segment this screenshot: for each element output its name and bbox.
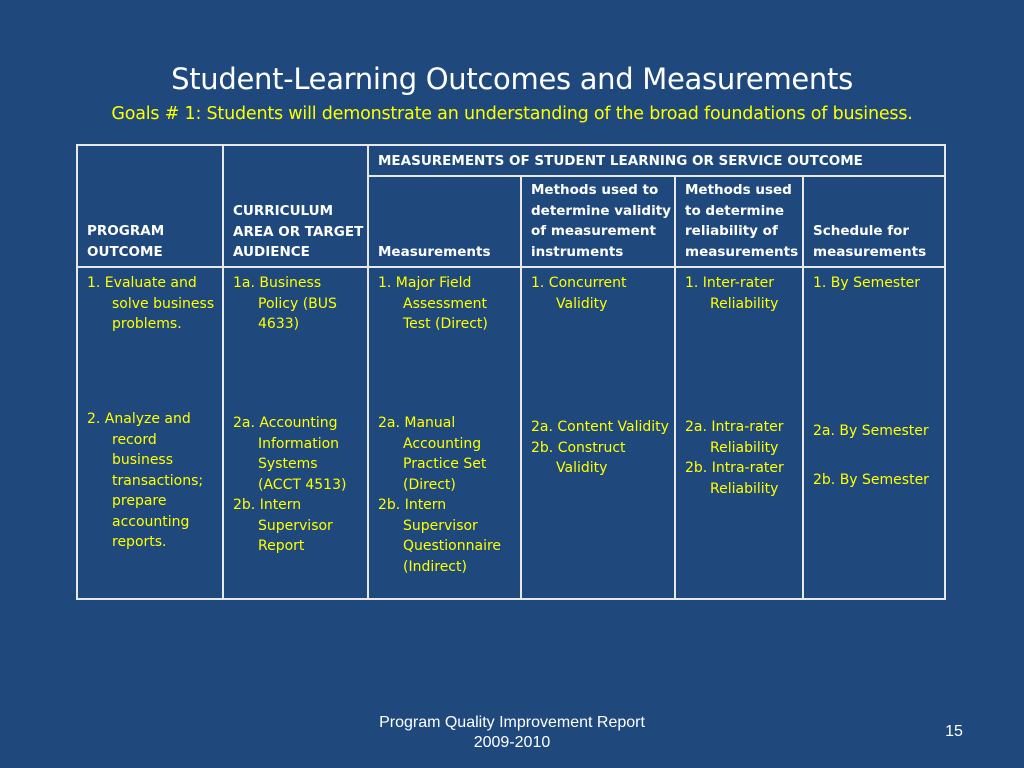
table-divider <box>222 146 224 598</box>
row1-validity: 1. Concurrent Validity <box>531 275 627 312</box>
page-number: 15 <box>945 723 963 740</box>
table-divider <box>78 266 944 268</box>
slide-subtitle: Goals # 1: Students will demonstrate an … <box>111 104 913 124</box>
header-validity: Methods used to determine validity of me… <box>531 182 671 260</box>
row2-schedule: 2a. By Semester 2b. By Semester <box>813 423 929 488</box>
footer-report-name: Program Quality Improvement Report <box>379 714 645 731</box>
table-divider <box>367 146 369 598</box>
row2-curriculum: 2a. Accounting Information Systems (ACCT… <box>233 415 347 554</box>
row2-reliability: 2a. Intra-rater Reliability 2b. Intra-ra… <box>685 419 784 497</box>
table-divider <box>674 176 676 598</box>
measurements-group-header: MEASUREMENTS OF STUDENT LEARNING OR SERV… <box>378 153 863 169</box>
footer-years: 2009-2010 <box>473 734 551 751</box>
header-program-outcome: PROGRAM OUTCOME <box>87 223 165 260</box>
row1-measurement: 1. Major Field Assessment Test (Direct) <box>378 275 488 332</box>
row1-curriculum: 1a. Business Policy (BUS 4633) <box>233 275 337 332</box>
table-divider <box>520 176 522 598</box>
table-divider <box>802 176 804 598</box>
row1-schedule: 1. By Semester <box>813 275 921 291</box>
row2-program-outcome: 2. Analyze and record business transacti… <box>87 411 204 550</box>
header-measurements: Measurements <box>378 244 491 260</box>
table-divider <box>367 175 944 177</box>
row2-measurement: 2a. Manual Accounting Practice Set (Dire… <box>378 415 502 575</box>
header-curriculum: CURRICULUM AREA OR TARGET AUDIENCE <box>233 203 364 260</box>
outcomes-table: MEASUREMENTS OF STUDENT LEARNING OR SERV… <box>76 144 946 600</box>
row1-program-outcome: 1. Evaluate and solve business problems. <box>87 275 215 332</box>
footer: Program Quality Improvement Report 2009-… <box>300 713 724 753</box>
row1-reliability: 1. Inter-rater Reliability <box>685 275 779 312</box>
slide-title: Student-Learning Outcomes and Measuremen… <box>171 62 853 96</box>
row2-validity: 2a. Content Validity 2b. Construct Valid… <box>531 419 669 476</box>
header-reliability: Methods used to determine reliability of… <box>685 182 799 260</box>
header-schedule: Schedule for measurements <box>813 223 927 260</box>
